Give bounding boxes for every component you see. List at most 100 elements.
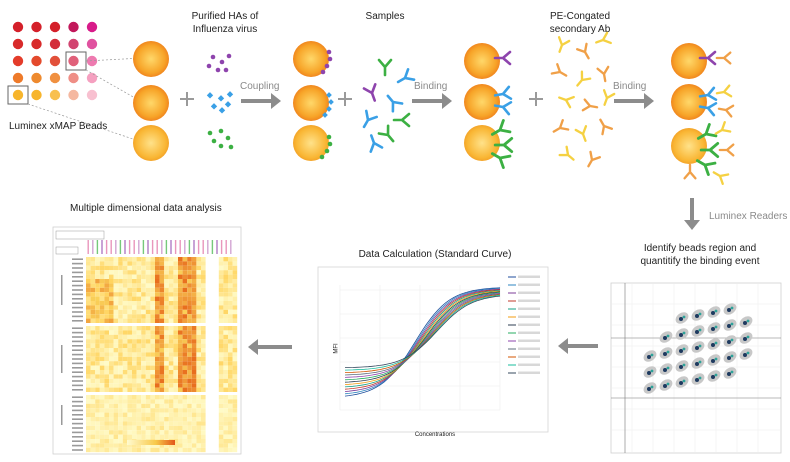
heatmap-cell bbox=[95, 434, 100, 439]
heatmap-cell bbox=[228, 417, 233, 422]
heatmap-cell bbox=[109, 292, 114, 297]
heatmap-cell bbox=[141, 305, 146, 310]
heatmap-cell bbox=[86, 326, 91, 331]
heatmap-cell bbox=[232, 283, 238, 288]
heatmap-cell bbox=[168, 343, 174, 348]
heatmap-cell bbox=[196, 374, 201, 379]
heatmap-cell bbox=[159, 296, 165, 301]
heatmap-cell bbox=[99, 257, 105, 262]
heatmap-cell bbox=[182, 387, 188, 392]
heatmap-cell bbox=[159, 270, 165, 275]
heatmap-cell bbox=[182, 408, 188, 413]
heatmap-cell bbox=[159, 403, 165, 409]
heatmap-cell bbox=[113, 318, 119, 323]
heatmap-cell bbox=[150, 374, 155, 379]
heatmap-cell bbox=[109, 343, 114, 348]
heatmap-cell bbox=[187, 399, 192, 404]
heatmap-cell bbox=[168, 370, 174, 375]
heatmap-cell bbox=[196, 434, 201, 439]
column-label-placeholder bbox=[87, 240, 89, 254]
heatmap-cell bbox=[122, 378, 128, 384]
heatmap-cell bbox=[109, 378, 114, 384]
legend-text-placeholder bbox=[518, 355, 540, 358]
heatmap-cell bbox=[150, 330, 155, 335]
heatmap-cell bbox=[132, 301, 137, 306]
heatmap-cell bbox=[122, 370, 128, 375]
heatmap-cell bbox=[196, 296, 201, 301]
heatmap-cell bbox=[95, 334, 100, 340]
heatmap-cell bbox=[113, 274, 119, 279]
heatmap-cell bbox=[86, 399, 91, 404]
heatmap-cell bbox=[95, 283, 100, 288]
heatmap-cell bbox=[201, 305, 206, 310]
heatmap-cell bbox=[132, 287, 137, 293]
heatmap-cell bbox=[90, 334, 96, 340]
plate-bead bbox=[31, 55, 42, 67]
legend-text-placeholder bbox=[518, 283, 540, 286]
heatmap-cell bbox=[104, 314, 109, 319]
heatmap-cell bbox=[223, 318, 228, 323]
heatmap-cell bbox=[118, 365, 123, 370]
heatmap-cell bbox=[232, 305, 238, 310]
heatmap-cell bbox=[228, 370, 233, 375]
heatmap-cell bbox=[90, 365, 96, 370]
pe-antibody-icon bbox=[558, 145, 575, 161]
column-label-placeholder bbox=[188, 240, 191, 254]
heatmap-cell bbox=[145, 343, 151, 348]
event-dot bbox=[695, 346, 699, 350]
heatmap-cell bbox=[164, 387, 169, 392]
heatmap-cell bbox=[232, 356, 238, 362]
heatmap-cell bbox=[228, 399, 233, 404]
heatmap-cell bbox=[90, 296, 96, 301]
heatmap-cell bbox=[104, 403, 109, 409]
heatmap-cell bbox=[109, 443, 114, 448]
row-label-placeholder bbox=[72, 367, 83, 369]
heatmap-cell bbox=[145, 374, 151, 379]
heatmap-cell bbox=[178, 326, 183, 331]
pe-antibody-icon bbox=[574, 125, 588, 142]
column-label-placeholder bbox=[156, 240, 158, 254]
heatmap-cell bbox=[182, 383, 188, 388]
heatmap-cell bbox=[223, 370, 228, 375]
heatmap-cell bbox=[118, 283, 123, 288]
heatmap-cell bbox=[136, 417, 142, 422]
heatmap-cell bbox=[187, 425, 192, 431]
row-label-placeholder bbox=[72, 414, 83, 416]
heatmap-cell bbox=[201, 439, 206, 444]
heatmap-cell bbox=[141, 287, 146, 293]
heatmap-cell bbox=[155, 399, 160, 404]
event-dot bbox=[743, 337, 747, 341]
heatmap-cell bbox=[223, 305, 228, 310]
heatmap-cell bbox=[118, 421, 123, 426]
heatmap-cell bbox=[132, 403, 137, 409]
heatmap-cell bbox=[159, 421, 165, 426]
heatmap-cell bbox=[191, 352, 197, 357]
heatmap-cell bbox=[113, 439, 119, 444]
heatmap-cell bbox=[228, 425, 233, 431]
sample-antibody-icon bbox=[392, 112, 411, 128]
heatmap-cell bbox=[109, 301, 114, 306]
heatmap-cell bbox=[113, 395, 119, 400]
heatmap-cell bbox=[150, 370, 155, 375]
heatmap-cell bbox=[95, 403, 100, 409]
green-antibody-icon bbox=[695, 159, 717, 176]
heatmap-cell bbox=[113, 348, 119, 353]
heatmap-cell bbox=[178, 447, 183, 453]
heatmap-cell bbox=[132, 326, 137, 331]
event-dot bbox=[682, 347, 686, 351]
heatmap-cell bbox=[187, 378, 192, 384]
heatmap-cell bbox=[86, 430, 91, 435]
heatmap-cell bbox=[95, 352, 100, 357]
heatmap-cell bbox=[178, 274, 183, 279]
heatmap-cell bbox=[150, 408, 155, 413]
event-dot bbox=[727, 324, 731, 328]
heatmap-cell bbox=[178, 287, 183, 293]
column-label-placeholder bbox=[138, 240, 140, 254]
heatmap-cell bbox=[132, 257, 137, 262]
heatmap-cell bbox=[104, 387, 109, 392]
heatmap-cell bbox=[145, 417, 151, 422]
heatmap-cell bbox=[218, 361, 224, 366]
green-antibody-icon bbox=[699, 141, 720, 159]
heatmap-cell bbox=[155, 434, 160, 439]
heatmap-cell bbox=[201, 408, 206, 413]
